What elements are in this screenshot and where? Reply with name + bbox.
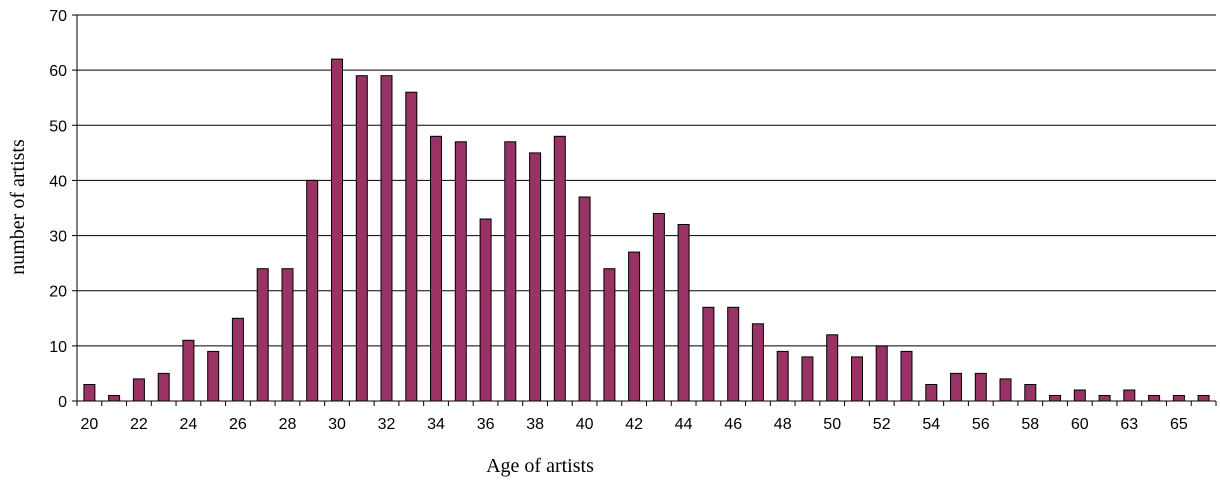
x-tick-label: 65 — [1170, 416, 1188, 433]
bar-44 — [677, 224, 690, 402]
y-tick-label: 30 — [49, 229, 67, 246]
bar-47 — [751, 323, 764, 402]
bar-31 — [355, 75, 368, 402]
bar-55 — [950, 372, 962, 402]
y-axis-ticks: 0 10 20 30 40 50 60 70 — [49, 8, 77, 411]
y-axis-title: number of artists — [7, 139, 29, 275]
y-tick-label: 70 — [49, 8, 67, 25]
y-tick-label: 40 — [49, 173, 67, 190]
y-tick-label: 10 — [49, 339, 67, 356]
bar-64 — [1148, 395, 1161, 402]
bar-25 — [207, 350, 220, 402]
x-tick-label: 52 — [873, 416, 891, 433]
bar-53 — [900, 350, 913, 402]
x-tick-label: 58 — [1021, 416, 1039, 433]
bar-52 — [875, 345, 888, 402]
x-tick-label: 44 — [675, 416, 693, 433]
bar-42 — [628, 251, 641, 402]
gridlines — [77, 14, 1216, 347]
x-tick-label: 60 — [1071, 416, 1089, 433]
bar-48 — [776, 350, 789, 402]
bar-59 — [1049, 395, 1062, 402]
bar-54 — [925, 384, 938, 402]
bar-29 — [306, 179, 319, 402]
x-axis-title: Age of artists — [486, 455, 594, 477]
bar-36 — [479, 218, 492, 402]
x-tick-label: 56 — [972, 416, 990, 433]
bar-22 — [132, 378, 145, 402]
bar-35 — [454, 141, 467, 402]
bar-62 — [1098, 395, 1111, 402]
bars — [83, 58, 1210, 402]
x-tick-label: 28 — [279, 416, 297, 433]
x-tick-label: 40 — [576, 416, 594, 433]
bar-33 — [405, 91, 418, 402]
bar-66 — [1197, 395, 1210, 402]
bar-39 — [553, 135, 566, 402]
y-tick-label: 0 — [58, 394, 67, 411]
bar-37 — [504, 141, 517, 402]
bar-51 — [851, 356, 863, 402]
x-tick-label: 50 — [823, 416, 841, 433]
x-tick-label: 63 — [1120, 416, 1138, 433]
y-tick-label: 50 — [49, 118, 67, 135]
x-tick-label: 42 — [625, 416, 643, 433]
bar-21 — [108, 395, 121, 402]
bar-50 — [826, 334, 839, 402]
x-tick-label: 30 — [328, 416, 346, 433]
x-tick-label: 36 — [477, 416, 495, 433]
bar-30 — [331, 58, 343, 402]
x-tick-label: 46 — [724, 416, 742, 433]
bar-60 — [1073, 389, 1086, 402]
x-tick-label: 54 — [922, 416, 940, 433]
x-axis-ticks: 20 22 24 26 28 30 32 34 36 38 40 42 44 46 48 50 52 54 56 58… — [76, 401, 1217, 433]
bar-40 — [578, 196, 591, 402]
bar-38 — [529, 152, 542, 402]
bar-56 — [974, 372, 987, 402]
bar-41 — [603, 268, 616, 402]
bar-34 — [430, 135, 442, 402]
bar-46 — [727, 306, 740, 402]
x-tick-label: 34 — [427, 416, 445, 433]
x-tick-label: 22 — [130, 416, 148, 433]
bar-28 — [281, 268, 294, 402]
bar-58 — [1024, 384, 1037, 402]
bar-26 — [231, 317, 244, 402]
y-tick-label: 20 — [49, 284, 67, 301]
x-tick-label: 24 — [180, 416, 198, 433]
bar-20 — [83, 384, 96, 402]
x-tick-label: 48 — [774, 416, 792, 433]
bar-23 — [157, 372, 170, 402]
bar-65 — [1172, 395, 1185, 402]
bar-24 — [182, 339, 195, 402]
bar-45 — [702, 306, 715, 402]
x-tick-label: 26 — [229, 416, 247, 433]
bar-32 — [380, 75, 393, 402]
x-tick-label: 20 — [81, 416, 99, 433]
x-tick-label: 38 — [526, 416, 544, 433]
bar-27 — [256, 268, 269, 402]
x-tick-label: 32 — [378, 416, 396, 433]
bar-43 — [652, 213, 665, 402]
y-tick-label: 60 — [49, 63, 67, 80]
bar-63 — [1123, 389, 1136, 402]
bar-49 — [801, 356, 814, 402]
bar-57 — [999, 378, 1012, 402]
